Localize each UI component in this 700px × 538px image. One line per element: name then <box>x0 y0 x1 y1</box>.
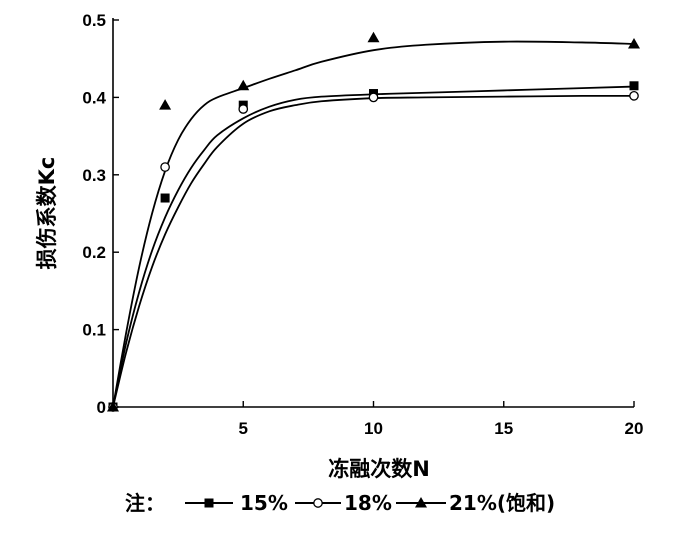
x-tick-label: 10 <box>364 419 383 438</box>
y-tick-label: 0.4 <box>82 88 106 107</box>
data-point-triangle <box>237 79 250 91</box>
data-point-triangle <box>159 99 172 110</box>
fit-curves <box>112 40 635 408</box>
data-point-triangle <box>628 37 640 49</box>
fit-curve-triangle <box>112 40 635 408</box>
x-tick-label: 20 <box>625 419 644 438</box>
legend: 注： 15% 18% 21%(饱和) <box>125 491 555 515</box>
legend-marker-triangle <box>415 497 427 508</box>
legend-marker-square <box>204 498 214 508</box>
fit-curve-circle <box>112 94 635 408</box>
legend-label: 21%(饱和) <box>449 491 555 515</box>
y-axis-title: 损伤系数Kc <box>35 157 59 270</box>
y-tick-label: 0.5 <box>82 11 106 30</box>
axis-ticks: 0 0.1 0.2 0.3 0.4 0.5 5 10 15 20 <box>82 11 643 438</box>
data-point-square <box>629 81 639 91</box>
legend-marker-circle <box>313 498 323 508</box>
legend-label: 15% <box>240 491 288 515</box>
y-tick-label: 0 <box>97 398 106 417</box>
legend-label: 18% <box>344 491 392 515</box>
data-point-square <box>160 193 170 203</box>
data-point-circle <box>368 92 379 103</box>
axes <box>112 18 634 408</box>
x-tick-label: 5 <box>239 419 248 438</box>
data-point-triangle <box>367 31 380 43</box>
x-tick-label: 15 <box>494 419 513 438</box>
legend-prefix: 注： <box>125 491 165 515</box>
y-tick-label: 0.3 <box>82 166 106 185</box>
data-point-circle <box>238 104 249 114</box>
y-tick-label: 0.2 <box>82 243 106 262</box>
x-axis-title: 冻融次数N <box>328 457 430 481</box>
data-point-triangle <box>107 401 119 412</box>
data-point-circle <box>629 91 639 101</box>
data-markers <box>107 31 640 412</box>
data-point-circle <box>160 162 170 172</box>
fit-curve-square <box>112 85 635 408</box>
y-tick-label: 0.1 <box>82 321 106 340</box>
